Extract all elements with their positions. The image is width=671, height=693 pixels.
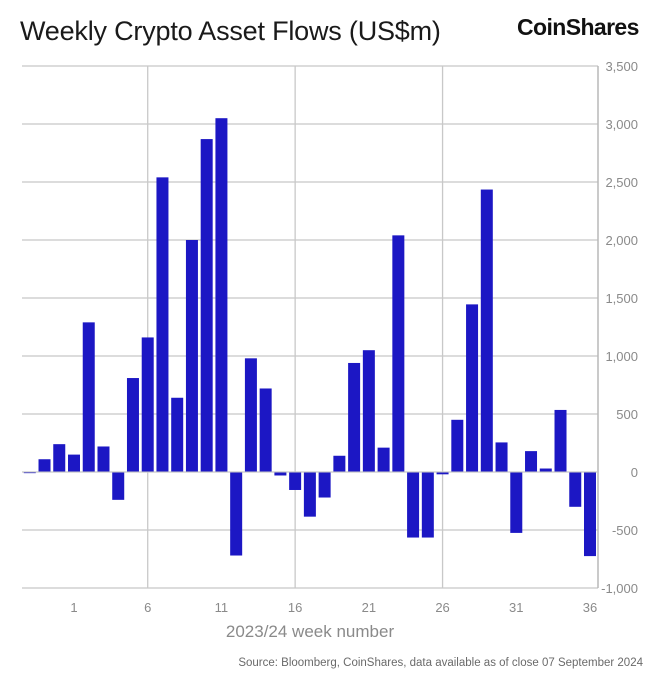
bar-week-35 bbox=[569, 472, 582, 507]
bar-week-19 bbox=[333, 455, 346, 472]
bar-week-2 bbox=[82, 322, 95, 472]
bar-week-18 bbox=[318, 472, 331, 498]
y-tick-label: -500 bbox=[612, 523, 638, 538]
y-tick-label: 0 bbox=[631, 465, 638, 480]
source-note: Source: Bloomberg, CoinShares, data avai… bbox=[238, 657, 643, 669]
bar-week-9 bbox=[185, 240, 198, 472]
bar-week-1 bbox=[68, 454, 80, 472]
bar-week-11 bbox=[215, 118, 228, 472]
bar-week-34 bbox=[554, 409, 567, 472]
bar-week-10 bbox=[200, 139, 213, 472]
x-tick-label: 21 bbox=[362, 600, 376, 615]
bar-week--2 bbox=[23, 472, 36, 474]
y-tick-label: 2,500 bbox=[605, 175, 638, 190]
x-tick-label: 11 bbox=[215, 600, 229, 615]
x-tick-label: 26 bbox=[435, 600, 449, 615]
bar-week-8 bbox=[171, 397, 184, 472]
bar-week-31 bbox=[510, 472, 523, 533]
y-tick-label: 1,000 bbox=[605, 349, 638, 364]
x-tick-label: 36 bbox=[583, 600, 597, 615]
bar-week-26 bbox=[436, 472, 449, 475]
x-tick-label: 6 bbox=[144, 600, 151, 615]
y-tick-label: 2,000 bbox=[605, 233, 638, 248]
y-tick-label: 3,500 bbox=[605, 59, 638, 74]
bar-week-20 bbox=[348, 362, 361, 472]
bar-week--1 bbox=[38, 459, 51, 472]
bar-week-13 bbox=[244, 358, 257, 472]
bar-week-28 bbox=[466, 304, 479, 472]
bar-week-36 bbox=[584, 472, 596, 557]
y-tick-label: 1,500 bbox=[605, 291, 638, 306]
chart-title: Weekly Crypto Asset Flows (US$m) bbox=[20, 16, 441, 46]
bar-week-23 bbox=[392, 235, 405, 472]
x-tick-label: 31 bbox=[509, 600, 523, 615]
bar-week-12 bbox=[230, 472, 243, 556]
bar-week-15 bbox=[274, 472, 287, 476]
coinshares-logo: CoinShares bbox=[517, 14, 639, 40]
y-tick-label: 500 bbox=[616, 407, 638, 422]
bar-week-30 bbox=[495, 442, 508, 472]
bar-week-16 bbox=[289, 472, 302, 490]
x-axis-label: 2023/24 week number bbox=[225, 622, 395, 641]
y-tick-label: -1,000 bbox=[601, 581, 638, 596]
x-tick-label: 1 bbox=[70, 600, 77, 615]
bar-week-29 bbox=[480, 189, 493, 473]
y-tick-label: 3,000 bbox=[605, 117, 638, 132]
bar-week-22 bbox=[377, 447, 390, 472]
bar-week-33 bbox=[539, 468, 552, 472]
bar-week-3 bbox=[97, 446, 110, 472]
bar-week-0 bbox=[53, 444, 66, 472]
bar-week-7 bbox=[156, 177, 169, 473]
bar-week-5 bbox=[126, 378, 139, 472]
bar-week-6 bbox=[141, 337, 154, 472]
bar-week-25 bbox=[421, 472, 434, 538]
bar-week-21 bbox=[362, 350, 375, 472]
bar-week-27 bbox=[451, 419, 464, 472]
x-tick-label: 16 bbox=[288, 600, 302, 615]
bar-week-4 bbox=[112, 472, 125, 500]
bar-week-14 bbox=[259, 388, 272, 472]
bar-week-32 bbox=[525, 451, 538, 472]
bar-week-24 bbox=[407, 472, 420, 538]
bar-week-17 bbox=[303, 472, 316, 517]
